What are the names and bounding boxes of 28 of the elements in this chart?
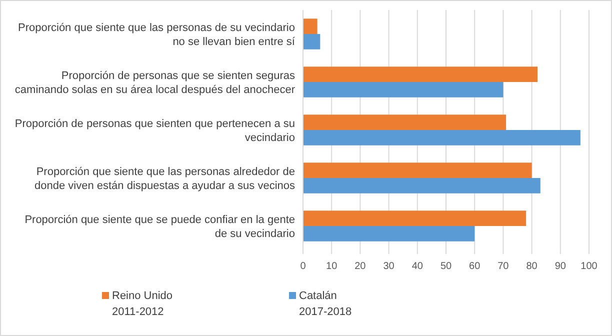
legend-label: Reino Unido 2011-2012 <box>112 290 173 318</box>
x-tick-label: 0 <box>300 261 306 272</box>
x-tick-label: 50 <box>440 261 452 272</box>
bar <box>303 226 475 242</box>
y-tick-label: Proporción de personas que sienten que pertenecen a su vecindario <box>14 118 295 144</box>
x-tick-label: 100 <box>580 261 598 272</box>
bar <box>303 178 540 194</box>
bar <box>303 114 506 130</box>
bar <box>303 130 580 146</box>
y-tick-label: Proporción que siente que se puede confiar en la gente de su vecindario <box>24 214 295 240</box>
x-tick-label: 70 <box>498 261 510 272</box>
bar <box>303 34 320 50</box>
x-tick-label: 60 <box>469 261 481 272</box>
legend-label: Catalán 2017-2018 <box>299 290 352 318</box>
x-tick-label: 40 <box>412 261 424 272</box>
x-tick-label: 20 <box>354 261 366 272</box>
bar <box>303 210 526 226</box>
bar <box>303 66 538 82</box>
x-tick-label: 10 <box>326 261 338 272</box>
bar <box>303 82 504 98</box>
y-tick-label: Proporción de personas que se sienten seguras caminando solas en su área local después del anochecer <box>14 70 296 96</box>
bar <box>303 18 318 34</box>
y-tick-label: Proporción que siente que las personas alrededor de donde viven están dispuestas a ayudar a sus vecinos <box>34 166 296 192</box>
bar <box>303 162 532 178</box>
x-tick-label: 90 <box>554 261 566 272</box>
x-tick-label: 80 <box>526 261 538 272</box>
x-tick-label: 30 <box>383 261 395 272</box>
y-tick-label: Proporción que siente que las personas de su vecindario no se llevan bien entre sí <box>18 22 296 48</box>
